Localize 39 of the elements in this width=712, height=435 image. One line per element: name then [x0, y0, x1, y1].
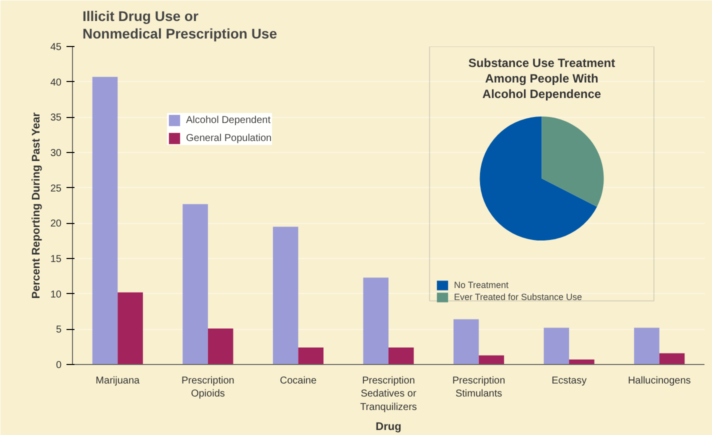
y-tick-label: 35	[50, 112, 62, 124]
bar	[92, 76, 118, 364]
x-tick-label: Ecstasy	[552, 376, 587, 386]
x-tick-label: Cocaine	[280, 376, 317, 386]
x-tick-label: Prescription Sedatives or Tranquilizers	[360, 376, 417, 413]
bar	[454, 319, 479, 364]
y-tick-label: 5	[56, 324, 62, 336]
legend-label: Alcohol Dependent	[186, 114, 271, 126]
x-tick-label: Prescription Stimulants	[452, 376, 506, 400]
y-tick-label: 30	[50, 148, 62, 159]
legend-label: General Population	[186, 132, 272, 144]
bar	[298, 348, 324, 364]
x-tick-label: Marijuana	[96, 376, 140, 386]
x-tick-label: Hallucinogens	[628, 376, 691, 386]
y-tick-label: 0	[56, 360, 62, 371]
y-tick-label: 20	[50, 218, 62, 230]
bar	[478, 355, 504, 364]
bar	[272, 226, 298, 364]
legend-label: No Treatment	[454, 279, 509, 291]
bar	[363, 278, 388, 364]
y-tick-label: 10	[50, 289, 62, 300]
y-tick-label: 40	[50, 77, 62, 88]
chart-title: Substance Use Treatment Among People With Alcohol Dependence	[468, 56, 616, 101]
x-axis-title: Drug	[376, 420, 402, 433]
y-tick-label: 15	[50, 254, 62, 265]
y-axis-title: Percent Reporting During Past Year	[30, 112, 42, 299]
bar	[208, 328, 234, 364]
y-tick-label: 25	[50, 183, 62, 194]
bar	[544, 328, 570, 364]
bar	[182, 204, 208, 364]
bar	[634, 328, 660, 364]
bar	[569, 360, 594, 364]
bar	[659, 353, 685, 364]
y-tick-label: 45	[50, 42, 62, 53]
legend-label: Ever Treated for Substance Use	[454, 291, 582, 303]
x-tick-label: Prescription Opioids	[182, 376, 234, 400]
chart-title: Illicit Drug Use or Nonmedical Prescription Use	[82, 8, 278, 42]
bar	[118, 292, 143, 364]
bar	[388, 348, 414, 364]
